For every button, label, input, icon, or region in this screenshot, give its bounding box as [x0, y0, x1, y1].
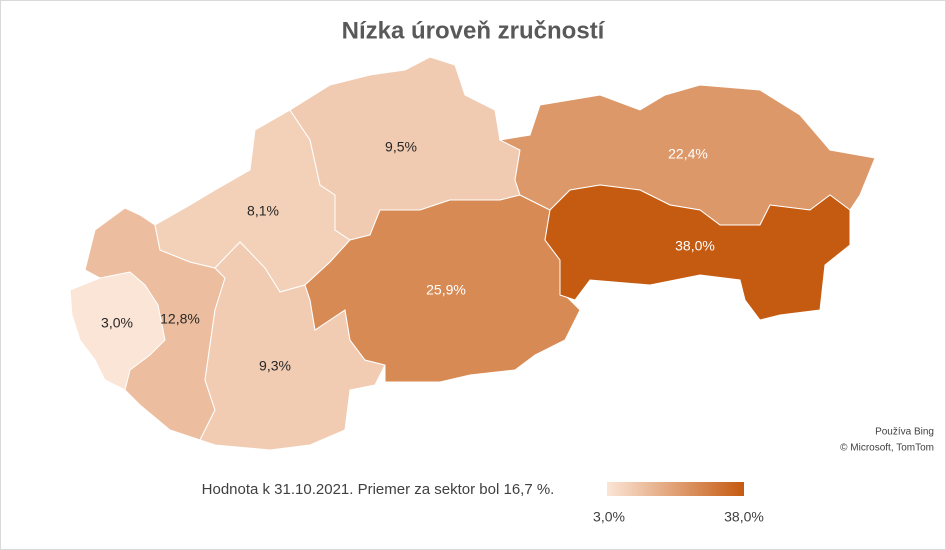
- region: [544, 184, 851, 321]
- regions: [69, 56, 876, 451]
- data-label: 9,5%: [385, 139, 417, 155]
- data-label: 38,0%: [675, 238, 715, 254]
- legend-min-label: 3,0%: [593, 509, 625, 525]
- legend-max-label: 38,0%: [724, 509, 764, 525]
- region: [304, 194, 581, 383]
- region: [199, 241, 386, 451]
- legend-scale: [607, 482, 744, 496]
- attribution: Používa Bing: [875, 427, 934, 438]
- data-label: 22,4%: [668, 146, 708, 162]
- data-labels: 12,8% 3,0% 8,1% 9,3% 9,5% 25,9% 22,4% 38,0%: [101, 139, 715, 374]
- data-label: 3,0%: [101, 315, 133, 331]
- note: Hodnota k 31.10.2021. Priemer za sektor …: [202, 481, 555, 498]
- data-label: 8,1%: [247, 203, 279, 219]
- chart-title: Nízka úroveň zručností: [342, 17, 606, 44]
- region: [69, 271, 166, 391]
- data-label: 12,8%: [160, 311, 200, 327]
- data-label: 9,3%: [259, 358, 291, 374]
- attribution: © Microsoft, TomTom: [840, 443, 934, 454]
- data-label: 25,9%: [426, 282, 466, 298]
